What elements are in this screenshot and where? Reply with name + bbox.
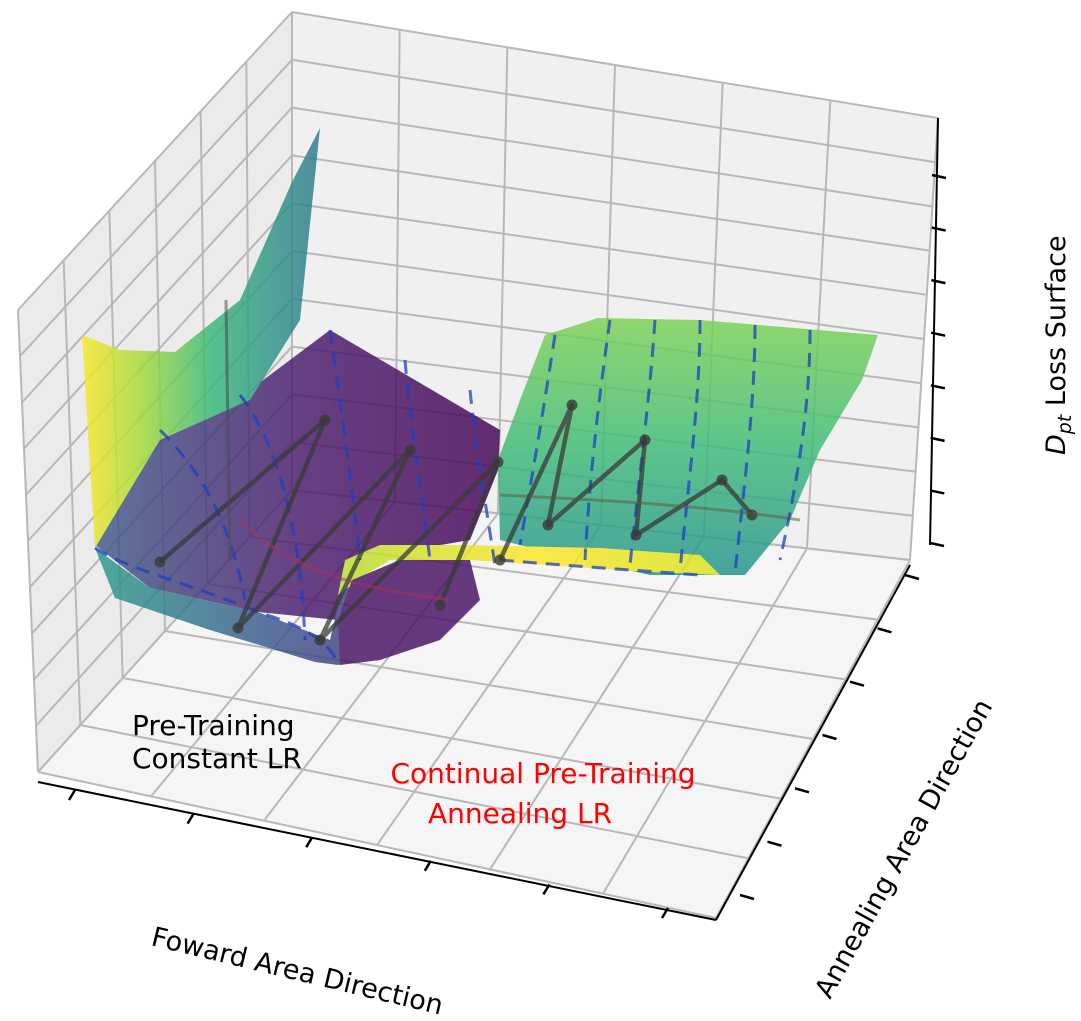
pretraining-annotation-line2: Constant LR (132, 742, 302, 775)
optimizer-trajectories (154, 299, 801, 646)
trajectory-point (494, 554, 506, 566)
grid-line (122, 677, 781, 800)
y-tick (904, 573, 920, 581)
y-tick (739, 893, 755, 901)
z-axis-label-main: D (1041, 434, 1072, 455)
z-axis-label-sub: pt (1054, 413, 1076, 435)
contour-line (94, 546, 340, 666)
contour-line (158, 428, 247, 601)
surface-left-wall (82, 128, 320, 548)
trajectory-point (404, 444, 416, 456)
y-tick (877, 627, 892, 634)
annealing-annotation-line2: Annealing LR (428, 797, 612, 830)
annealing-path-curve (238, 518, 451, 602)
trajectory-point (492, 456, 504, 468)
x-tick (305, 836, 314, 848)
contour-line (733, 324, 757, 573)
trajectory-point (542, 519, 554, 531)
trajectory-point (154, 556, 166, 568)
surface-right-wall (498, 318, 878, 575)
contour-line (468, 389, 497, 566)
y-axis-label: Annealing Area Direction (809, 694, 999, 1003)
y-tick (822, 733, 837, 741)
z-tick (930, 489, 945, 495)
z-axis-label-rest: Loss Surface (1041, 235, 1072, 414)
grid-line (37, 771, 717, 919)
x-tick (67, 789, 77, 801)
x-axis-spine (37, 781, 717, 921)
trajectory-point (314, 634, 326, 646)
loss-surface (82, 128, 878, 665)
trajectory-point (232, 622, 244, 634)
x-axis-label: Foward Area Direction (148, 922, 446, 1021)
z-tick (931, 226, 946, 232)
continual-path-curve (499, 493, 801, 522)
y-tick (849, 680, 865, 687)
grid-line (17, 309, 39, 773)
trajectory-point (630, 529, 642, 541)
z-axis-spine (929, 117, 939, 546)
trajectory-point (566, 399, 578, 411)
y-axis-spine (715, 564, 911, 921)
y-tick (794, 787, 810, 794)
contour-line (678, 319, 702, 571)
z-tick (931, 173, 947, 180)
grid-line (909, 117, 939, 561)
contour-line (583, 319, 612, 561)
grid-line (806, 100, 832, 549)
trajectory-point (434, 599, 446, 611)
grid-line (80, 724, 749, 860)
z-tick (931, 278, 946, 285)
contour-line (328, 329, 362, 561)
trajectory-point (319, 414, 331, 426)
contour-line (238, 394, 307, 641)
y-tick (767, 840, 782, 847)
pretraining-annotation-line1: Pre-Training (132, 709, 295, 742)
surface-ridge (338, 545, 720, 595)
z-tick (929, 541, 945, 548)
contour-line (499, 558, 701, 577)
pretraining-vertical-path (224, 299, 232, 561)
trajectory-point (639, 434, 651, 446)
contour-line (518, 334, 557, 546)
annealing-annotation-line1: Continual Pre-Training (390, 757, 695, 790)
z-axis-label: Dpt Loss Surface (1041, 235, 1076, 455)
grid-line (62, 260, 82, 726)
contour-line (778, 329, 812, 561)
x-tick (186, 812, 195, 825)
trajectory-point (716, 474, 728, 486)
